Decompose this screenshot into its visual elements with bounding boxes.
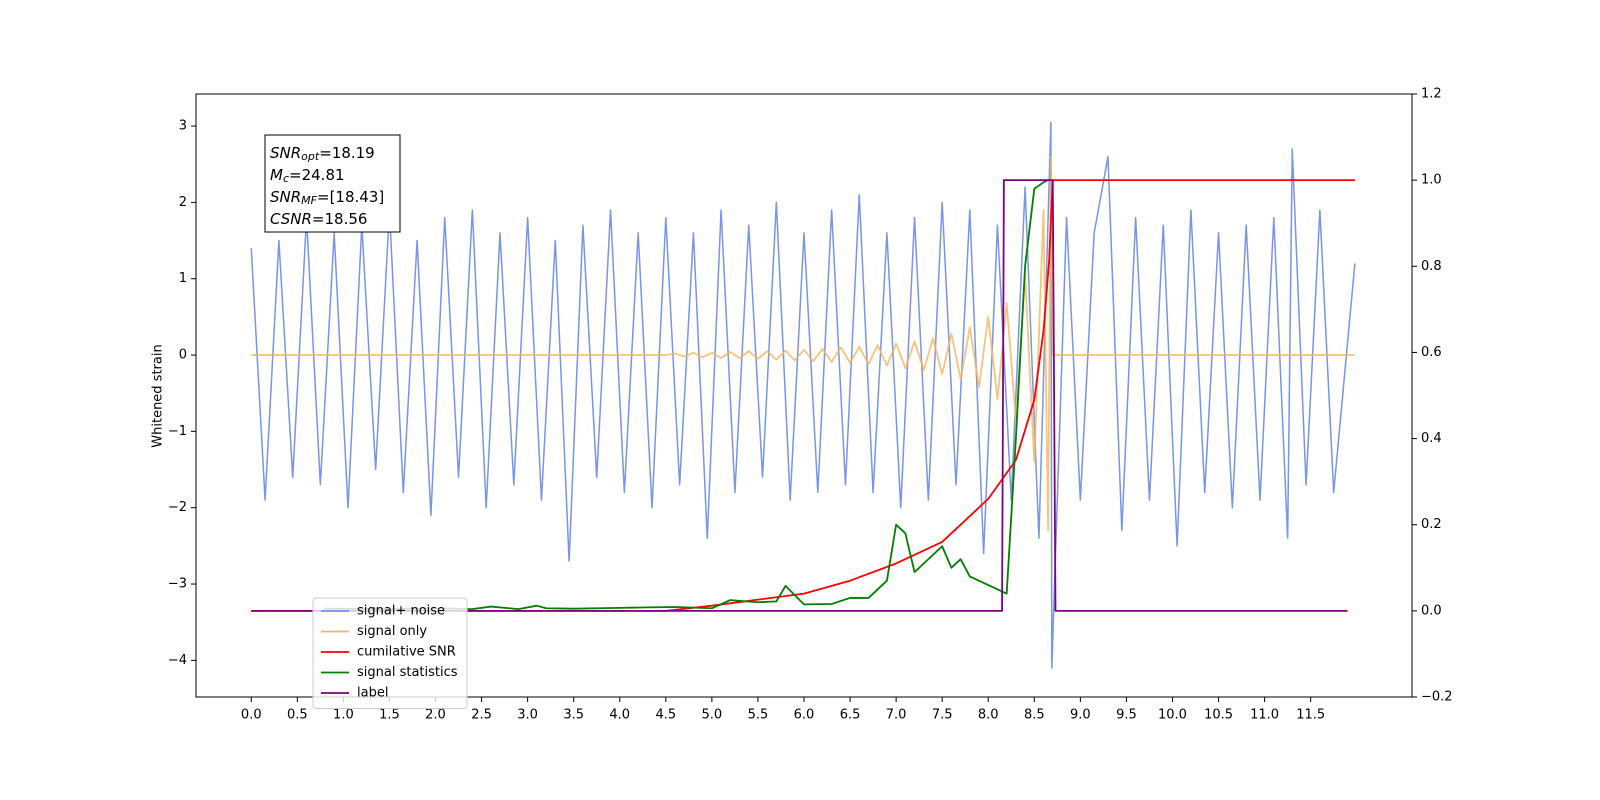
annotation-value: =18.56	[312, 210, 368, 228]
annotation-sub: MF	[301, 194, 317, 207]
y-tick-label: 2	[179, 195, 187, 210]
annotation-main: M	[270, 166, 283, 184]
series-line	[250, 121, 1356, 669]
x-tick-label: 0.0	[241, 708, 262, 723]
x-tick-label: 5.0	[702, 708, 723, 723]
x-tick-label: 9.0	[1070, 708, 1091, 723]
annotation-main: SNR	[270, 188, 301, 206]
y-tick-label: −4	[168, 653, 187, 668]
y2-tick-label: 0.8	[1421, 259, 1442, 274]
y2-tick-label: 0.6	[1421, 345, 1442, 360]
series-line	[251, 179, 1355, 612]
legend-box	[312, 597, 468, 709]
y-tick-label: −1	[168, 424, 187, 439]
y-axis-label: Whitened strain	[151, 344, 166, 447]
annotation-line: SNRopt=18.19	[270, 144, 375, 164]
y2-tick-label: −0.2	[1421, 690, 1453, 705]
x-tick-label: 4.5	[655, 708, 676, 723]
x-tick-label: 7.0	[886, 708, 907, 723]
series-line	[251, 155, 1355, 532]
annotation-box	[264, 134, 401, 233]
x-tick-label: 8.0	[978, 708, 999, 723]
annotation-line: SNRMF=[18.43]	[270, 188, 384, 208]
x-tick-label: 6.0	[794, 708, 815, 723]
x-tick-label: 11.5	[1296, 708, 1325, 723]
legend-label: cumilative SNR	[357, 645, 456, 660]
x-tick-label: 3.5	[563, 708, 584, 723]
annotation-main: CSNR	[270, 210, 312, 228]
annotation-value: =[18.43]	[317, 188, 384, 206]
x-tick-label: 1.0	[333, 708, 354, 723]
x-tick-label: 9.5	[1116, 708, 1137, 723]
x-tick-label: 4.0	[609, 708, 630, 723]
x-tick-label: 2.0	[425, 708, 446, 723]
y-tick-label: −3	[168, 577, 187, 592]
annotation-line: Mc=24.81	[270, 166, 345, 186]
annotation-line: CSNR=18.56	[270, 210, 367, 228]
x-tick-label: 11.0	[1250, 708, 1279, 723]
y2-tick-label: 1.2	[1421, 87, 1442, 102]
y-tick-label: −2	[168, 500, 187, 515]
y-tick-label: 3	[179, 119, 187, 134]
y2-tick-label: 0.4	[1421, 431, 1442, 446]
y-tick-label: 1	[179, 271, 187, 286]
x-tick-label: 10.5	[1204, 708, 1233, 723]
annotation-value: =24.81	[289, 166, 345, 184]
y2-tick-label: 1.0	[1421, 173, 1442, 188]
legend-label: signal only	[357, 624, 427, 639]
annotation-main: SNR	[270, 144, 301, 162]
x-tick-label: 10.0	[1158, 708, 1187, 723]
x-tick-label: 8.5	[1024, 708, 1045, 723]
annotation-value: =18.19	[319, 144, 375, 162]
annotation-sub: opt	[301, 150, 320, 163]
x-tick-label: 3.0	[517, 708, 538, 723]
series-line	[324, 179, 1049, 611]
y2-tick-label: 0.0	[1421, 603, 1442, 618]
legend-label: signal statistics	[357, 665, 458, 680]
x-tick-label: 7.5	[932, 708, 953, 723]
annotation-sub: c	[283, 172, 289, 185]
y2-tick-label: 0.2	[1421, 517, 1442, 532]
x-tick-label: 5.5	[748, 708, 769, 723]
x-tick-label: 6.5	[840, 708, 861, 723]
x-tick-label: 1.5	[379, 708, 400, 723]
x-tick-label: 2.5	[471, 708, 492, 723]
y-tick-label: 0	[179, 348, 187, 363]
x-tick-label: 0.5	[287, 708, 308, 723]
legend-label: signal+ noise	[357, 604, 445, 619]
series-line	[251, 179, 1348, 612]
legend-label: label	[357, 686, 388, 701]
